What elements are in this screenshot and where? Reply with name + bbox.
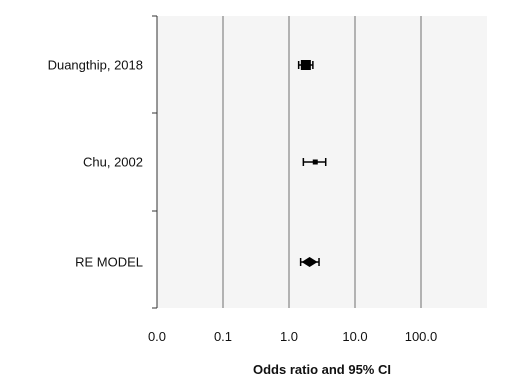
study-row: RE MODEL	[75, 255, 320, 270]
study-rows: Duangthip, 2018 Chu, 2002 RE MODEL	[48, 58, 327, 270]
study-row: Duangthip, 2018	[48, 58, 314, 73]
x-axis-title: Odds ratio and 95% CI	[253, 362, 391, 377]
study-row: Chu, 2002	[83, 155, 327, 170]
study-label: Chu, 2002	[83, 155, 143, 170]
x-tick-label: 0.0	[148, 329, 166, 344]
x-tick-label: 0.1	[214, 329, 232, 344]
x-axis-ticks: 0.0 0.1 1.0 10.0 100.0	[148, 329, 437, 344]
x-tick-label: 1.0	[280, 329, 298, 344]
point-estimate-marker	[312, 159, 318, 165]
study-label: Duangthip, 2018	[48, 58, 143, 73]
axes	[152, 15, 158, 309]
x-tick-label: 10.0	[342, 329, 367, 344]
point-estimate-marker	[300, 60, 311, 70]
study-label: RE MODEL	[75, 255, 143, 270]
x-tick-label: 100.0	[405, 329, 438, 344]
pooled-estimate-diamond	[301, 257, 318, 267]
grid-lines	[222, 16, 422, 308]
